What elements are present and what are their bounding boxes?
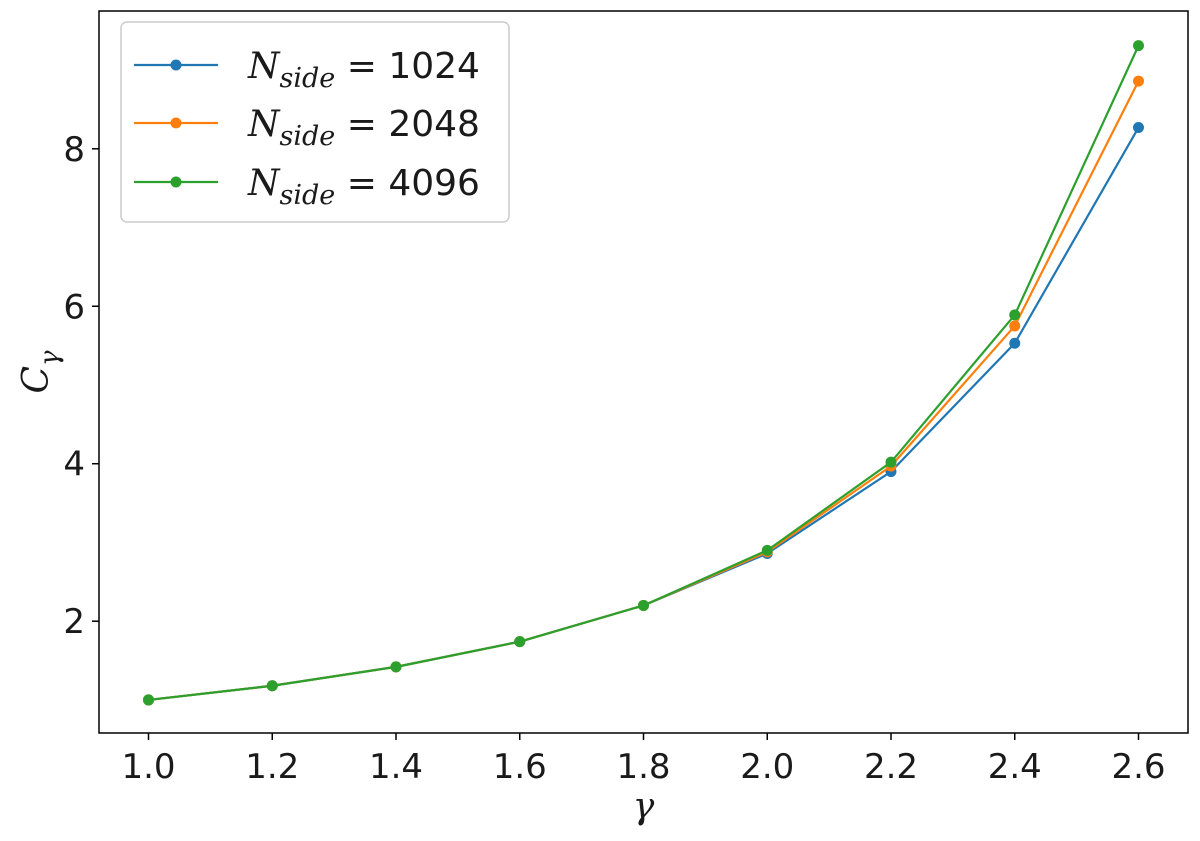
data-point-4096 [885, 456, 897, 468]
x-tick-label: 2.0 [740, 747, 794, 787]
y-axis: 2 4 6 8 [63, 130, 99, 642]
legend-marker-4096 [170, 176, 182, 188]
data-point-1024 [1009, 337, 1021, 349]
legend-marker-1024 [170, 59, 182, 71]
legend-label-1024: Nside = 1024 [247, 46, 480, 94]
y-tick-label: 6 [63, 287, 85, 327]
data-point-4096 [1009, 309, 1021, 321]
data-point-4096 [638, 599, 649, 611]
data-point-4096 [143, 694, 154, 706]
data-point-4096 [761, 544, 773, 556]
x-axis: 1.0 1.2 1.4 1.6 1.8 2.0 2.2 2.4 2.6 [121, 733, 1166, 787]
y-tick-label: 2 [63, 602, 85, 642]
data-point-4096 [390, 661, 402, 673]
x-tick-label: 2.4 [988, 747, 1042, 787]
legend-marker-2048 [170, 117, 182, 129]
legend-box [120, 21, 510, 223]
legend-label-2048: Nside = 2048 [247, 104, 480, 152]
data-point-1024 [1133, 122, 1144, 134]
y-axis-label: Cγ [16, 350, 65, 394]
data-point-2048 [1009, 320, 1021, 332]
x-tick-label: 2.6 [1111, 747, 1165, 787]
y-axis-label-main: C [16, 366, 57, 394]
x-tick-label: 1.8 [616, 747, 670, 787]
data-point-4096 [266, 680, 278, 692]
x-tick-label: 1.0 [121, 747, 175, 787]
data-point-2048 [1133, 75, 1144, 87]
y-tick-label: 4 [63, 445, 85, 485]
legend: Nside = 1024 Nside = 2048 Nside = 4096 [120, 21, 510, 223]
x-axis-label: γ [633, 786, 655, 827]
x-tick-label: 1.4 [369, 747, 423, 787]
data-point-4096 [1133, 40, 1144, 52]
x-tick-label: 1.6 [493, 747, 547, 787]
legend-label-4096: Nside = 4096 [247, 163, 480, 211]
y-axis-label-subscript: γ [35, 350, 65, 366]
x-tick-label: 1.2 [245, 747, 299, 787]
data-point-4096 [514, 636, 526, 648]
y-tick-label: 8 [63, 130, 85, 170]
x-tick-label: 2.2 [864, 747, 918, 787]
series-layer [143, 40, 1144, 706]
